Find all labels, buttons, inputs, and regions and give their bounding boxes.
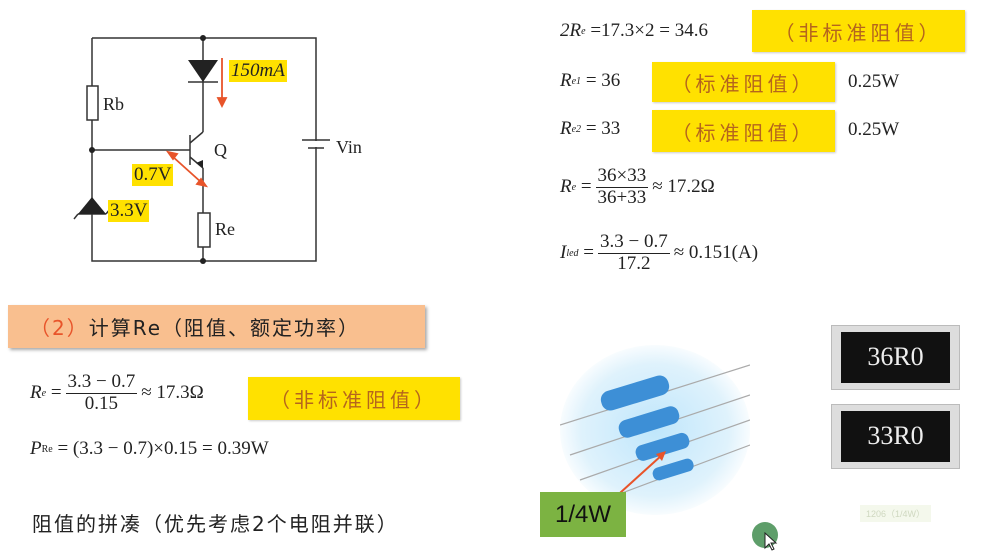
eq-sub: e [581,25,586,37]
power-label: 1/4W [540,492,626,537]
nonstandard-tag: （非标准阻值） [752,10,965,52]
eq-lhs: R [560,118,572,139]
denominator: 17.2 [617,252,651,274]
eq-rhs: = (3.3 − 0.7)×0.15 = 0.39W [57,438,269,459]
standard-tag: （标准阻值） [652,110,835,152]
eq-rhs: = 36 [585,70,621,91]
vbe-value: 0.7V [134,164,172,185]
denominator: 36+33 [597,186,647,208]
eq-lhs: R [560,176,572,198]
eq-lhs: 2R [560,20,582,41]
numerator: 36×33 [595,165,649,188]
power-rating: 0.25W [848,71,900,92]
eq-rhs: =17.3×2 = 34.6 [590,20,708,41]
note-text: 阻值的拼凑（优先考虑2个电阻并联） [32,512,399,536]
eq-sub: e2 [571,123,582,135]
standard-tag: （标准阻值） [652,62,835,102]
power-rating: 0.25W [848,119,900,140]
vbe-label: 0.7V [132,164,174,186]
eq-lhs: P [30,438,42,459]
nonstandard-tag: （非标准阻值） [248,377,460,420]
denominator: 0.15 [84,392,119,414]
led-current-label: 150mA [229,60,287,82]
chip-caption: 1206（1/4W） [860,505,932,522]
eq-2re: 2R e =17.3×2 = 34.6 [560,20,708,42]
zener-value: 3.3V [110,200,148,221]
smd-resistor-33r0: 33R0 [831,404,960,469]
eq-lhs: I [560,242,567,264]
resistors-icon [559,364,751,506]
eq-power: P Re = (3.3 − 0.7)×0.15 = 0.39W [30,438,269,460]
section-banner: （2） 计算Re（阻值、额定功率） [8,305,425,348]
numerator: 3.3 − 0.7 [598,231,670,254]
fraction: 3.3 − 0.7 17.2 [598,231,670,275]
banner-number: （2） [30,316,89,340]
zener-label: 3.3V [108,200,150,222]
numerator: 3.3 − 0.7 [65,371,138,394]
chip-marking: 36R0 [840,332,951,383]
eq-rhs: = 33 [585,118,621,139]
fraction: 36×33 36+33 [595,165,649,209]
mouse-cursor-icon [764,532,778,551]
fraction: 3.3 − 0.7 0.15 [65,371,138,415]
chip-marking: 33R0 [840,411,951,462]
eq-lhs: R [30,382,42,404]
led-current-value: 150mA [231,60,285,81]
eq-result: ≈ 0.151(A) [673,242,759,264]
resistor-photo [559,345,751,515]
vin-label: Vin [336,137,362,157]
eq-sub: led [566,247,579,259]
eq-lhs: R [560,70,572,91]
eq-sub: e1 [571,75,582,87]
rb-label: Rb [103,94,125,114]
q-label: Q [214,140,227,160]
eq-sub: e [41,387,47,399]
eq-sub: e [571,181,577,193]
banner-title: 计算Re（阻值、额定功率） [88,316,361,340]
smd-resistor-36r0: 36R0 [831,325,960,390]
circuit-diagram [73,35,330,264]
eq-result: ≈ 17.2Ω [652,176,715,198]
eq-sub: Re [41,443,53,455]
eq-result: ≈ 17.3Ω [141,382,204,404]
re-label: Re [215,219,235,239]
